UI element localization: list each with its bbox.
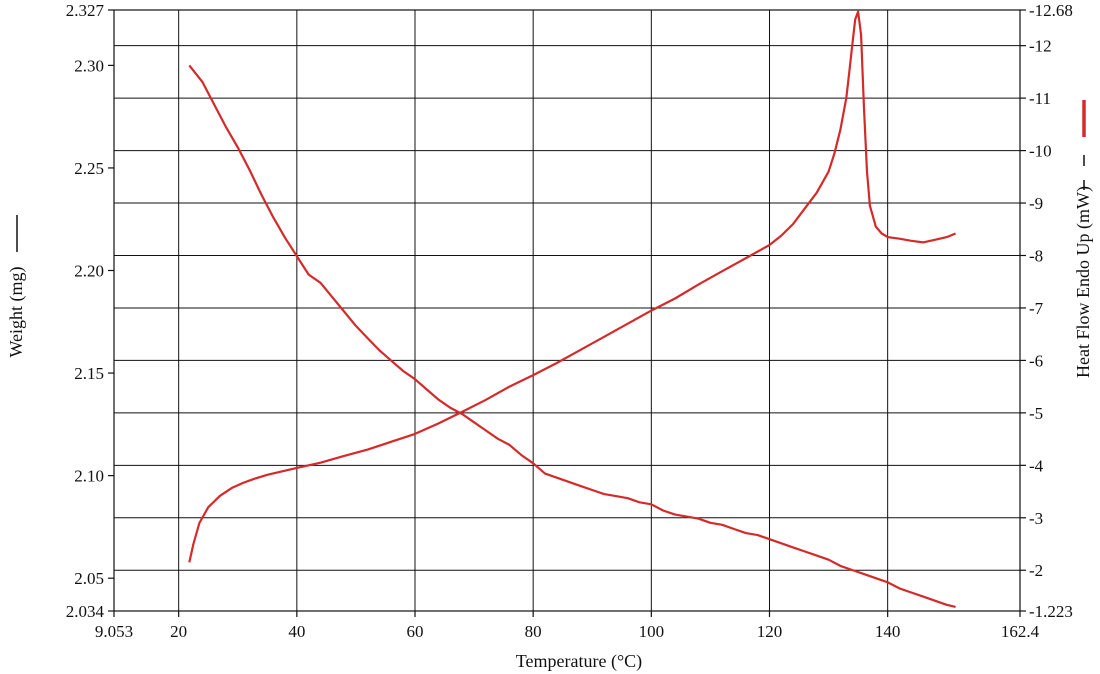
y2-tick-label: -10	[1029, 142, 1052, 161]
y2-tick-label: -11	[1029, 89, 1051, 108]
y2-tick-label: -7	[1029, 299, 1044, 318]
y-tick-label: 2.15	[74, 364, 104, 383]
y2-tick-label: -5	[1029, 404, 1043, 423]
y2-tick-label: -3	[1029, 509, 1043, 528]
x-tick-label: 120	[757, 622, 783, 641]
x-tick-label: 162.4	[1001, 622, 1040, 641]
y-tick-label: 2.034	[66, 602, 105, 621]
x-tick-label: 80	[525, 622, 542, 641]
y2-tick-label: -6	[1029, 351, 1043, 370]
y2-tick-label: -12.68	[1029, 1, 1073, 20]
y2-tick-label: -1.223	[1029, 602, 1073, 621]
y-axis-title: Weight (mg)	[6, 266, 27, 357]
y2-tick-label: -9	[1029, 194, 1043, 213]
x-tick-label: 9.053	[95, 622, 133, 641]
y2-axis-title: Heat Flow Endo Up (mW)	[1073, 186, 1094, 378]
series-lines	[188, 10, 957, 608]
x-tick-label: 40	[288, 622, 305, 641]
y2-tick-label: -4	[1029, 456, 1044, 475]
heat-flow-line	[188, 10, 957, 563]
x-tick-label: 20	[170, 622, 187, 641]
y-tick-label: 2.10	[74, 467, 104, 486]
weight-line	[188, 64, 956, 608]
x-axis-title: Temperature (°C)	[516, 651, 642, 672]
y-tick-label: 2.20	[74, 262, 104, 281]
y-tick-label: 2.327	[66, 1, 105, 20]
x-tick-label: 100	[639, 622, 665, 641]
x-tick-label: 140	[875, 622, 901, 641]
axes	[108, 9, 1026, 617]
grid-lines	[114, 10, 1020, 611]
tick-labels: 9.053 20 40 60 80 100 120 140 162.4-1.223 -2 -3 -4 -…	[66, 1, 1073, 641]
y2-tick-label: -8	[1029, 246, 1043, 265]
y2-tick-label: -12	[1029, 37, 1052, 56]
y-tick-label: 2.05	[74, 569, 104, 588]
y-tick-label: 2.25	[74, 159, 104, 178]
x-tick-label: 60	[407, 622, 424, 641]
plot-frame	[113, 9, 1021, 612]
y2-tick-label: -2	[1029, 561, 1043, 580]
y-tick-label: 2.30	[74, 56, 104, 75]
